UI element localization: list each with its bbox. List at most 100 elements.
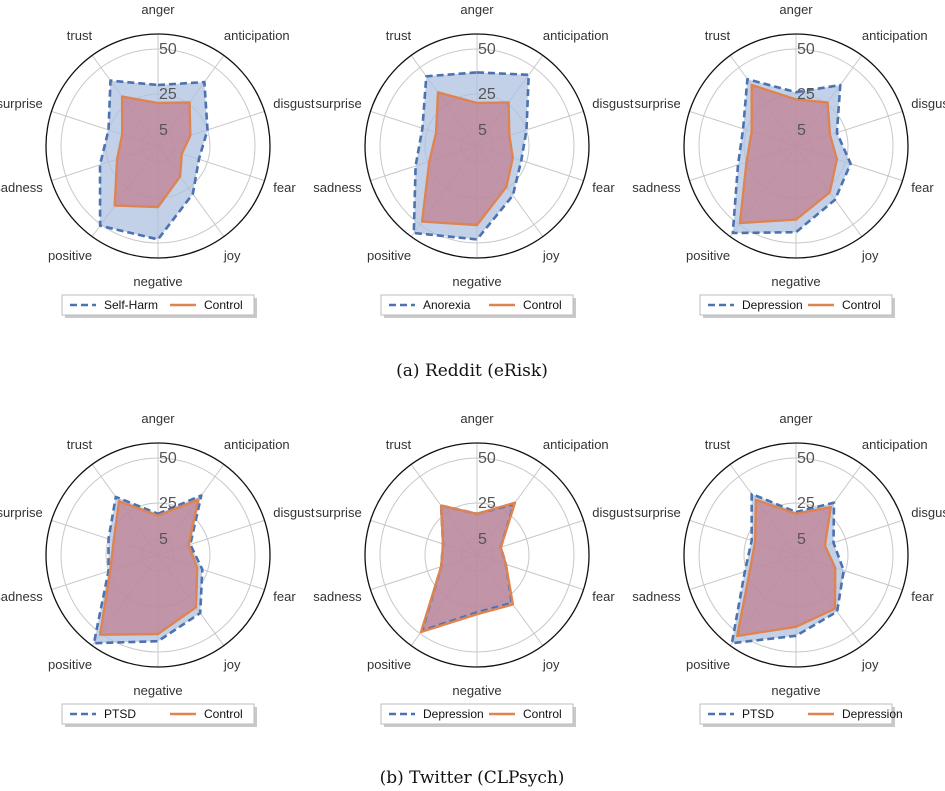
axis-label-disgust: disgust	[911, 505, 945, 520]
tick-label: 25	[159, 86, 177, 103]
axis-label-joy: joy	[861, 248, 879, 263]
axis-label-anger: anger	[141, 2, 175, 17]
legend-label-2: Control	[523, 707, 562, 721]
tick-label: 50	[797, 450, 815, 467]
tick-label: 50	[797, 41, 815, 58]
axis-label-positive: positive	[48, 248, 92, 263]
radar-chart-1: 5 25 50 anger anticipation disgust fear joy nega…	[0, 2, 315, 318]
legend: Anorexia Control	[380, 294, 576, 318]
axis-label-surprise: surprise	[0, 505, 43, 520]
axis-label-anticipation: anticipation	[224, 437, 290, 452]
outer-frame	[364, 442, 590, 668]
axis-label-anticipation: anticipation	[543, 437, 609, 452]
axis-label-positive: positive	[367, 657, 411, 672]
tick-label: 5	[159, 122, 168, 139]
axis-label-positive: positive	[686, 248, 730, 263]
tick-label: 25	[478, 495, 496, 512]
tick-label: 5	[159, 531, 168, 548]
tick-label: 5	[797, 122, 806, 139]
legend-box	[61, 294, 255, 316]
series-line-1	[412, 71, 531, 241]
outer-frame	[683, 442, 909, 668]
axis-label-disgust: disgust	[911, 96, 945, 111]
axis-label-positive: positive	[686, 657, 730, 672]
axis-label-trust: trust	[67, 28, 93, 43]
axis-label-disgust: disgust	[273, 505, 315, 520]
legend-label-2: Control	[842, 298, 881, 312]
axis-label-anger: anger	[460, 2, 494, 17]
outer-frame	[45, 33, 271, 259]
axis-label-surprise: surprise	[0, 96, 43, 111]
tick-label: 5	[478, 531, 487, 548]
axis-label-negative: negative	[771, 274, 820, 289]
series-line-2	[113, 95, 192, 209]
series-area-2	[737, 499, 836, 636]
legend-label-1: PTSD	[104, 707, 136, 721]
axis-label-fear: fear	[911, 589, 934, 604]
axis-label-disgust: disgust	[592, 505, 634, 520]
radar-chart-5: 5 25 50 anger anticipation disgust fear joy nega…	[313, 411, 634, 727]
legend-label-2: Control	[204, 298, 243, 312]
radar-chart-3: 5 25 50 anger anticipation disgust fear joy nega…	[632, 2, 945, 318]
axis-label-sadness: sadness	[0, 180, 43, 195]
legend-box	[699, 703, 893, 725]
axis-label-trust: trust	[67, 437, 93, 452]
series-area-2	[114, 96, 191, 207]
axis-label-anger: anger	[779, 411, 813, 426]
axis-label-fear: fear	[273, 180, 296, 195]
axis-label-positive: positive	[367, 248, 411, 263]
axis-label-joy: joy	[223, 657, 241, 672]
axis-label-sadness: sadness	[313, 180, 362, 195]
series-area-2	[100, 499, 199, 635]
series-line-2	[98, 498, 200, 636]
axis-label-surprise: surprise	[315, 505, 361, 520]
tick-label: 5	[797, 531, 806, 548]
legend-label-2: Control	[204, 707, 243, 721]
series-line-2	[420, 91, 514, 227]
series-line-2	[736, 498, 837, 638]
legend-box	[380, 703, 574, 725]
axis-label-sadness: sadness	[632, 589, 681, 604]
axis-label-trust: trust	[705, 437, 731, 452]
axis-label-negative: negative	[133, 274, 182, 289]
caption-a: (a) Reddit (eRisk)	[396, 361, 548, 381]
legend: Depression Control	[699, 294, 895, 318]
axis-label-joy: joy	[542, 657, 560, 672]
axis-label-negative: negative	[452, 683, 501, 698]
radar-chart-6: 5 25 50 anger anticipation disgust fear joy nega…	[632, 411, 945, 727]
axis-label-anger: anger	[779, 2, 813, 17]
axis-label-negative: negative	[771, 683, 820, 698]
axis-label-sadness: sadness	[0, 589, 43, 604]
legend-label-1: Anorexia	[423, 298, 471, 312]
axis-label-positive: positive	[48, 657, 92, 672]
legend: PTSD Control	[61, 703, 257, 727]
legend-box	[61, 703, 255, 725]
axis-label-anger: anger	[141, 411, 175, 426]
tick-label: 50	[159, 41, 177, 58]
axis-label-surprise: surprise	[634, 96, 680, 111]
axis-label-trust: trust	[705, 28, 731, 43]
axis-label-joy: joy	[861, 657, 879, 672]
outer-frame	[45, 442, 271, 668]
axis-label-disgust: disgust	[273, 96, 315, 111]
axis-label-anger: anger	[460, 411, 494, 426]
tick-label: 25	[478, 86, 496, 103]
radar-chart-2: 5 25 50 anger anticipation disgust fear joy nega…	[313, 2, 634, 318]
series-area-2	[421, 502, 515, 632]
axis-label-fear: fear	[592, 589, 615, 604]
axis-label-sadness: sadness	[313, 589, 362, 604]
axis-label-trust: trust	[386, 28, 412, 43]
legend-label-2: Control	[523, 298, 562, 312]
axis-label-surprise: surprise	[315, 96, 361, 111]
legend-label-1: PTSD	[742, 707, 774, 721]
axis-label-negative: negative	[133, 683, 182, 698]
series-line-1	[730, 492, 846, 645]
legend: Self-Harm Control	[61, 294, 257, 318]
series-line-1	[98, 79, 209, 241]
legend-label-1: Depression	[742, 298, 803, 312]
outer-frame	[364, 33, 590, 259]
series-line-2	[419, 501, 517, 634]
tick-label: 50	[478, 41, 496, 58]
tick-label: 25	[159, 495, 177, 512]
